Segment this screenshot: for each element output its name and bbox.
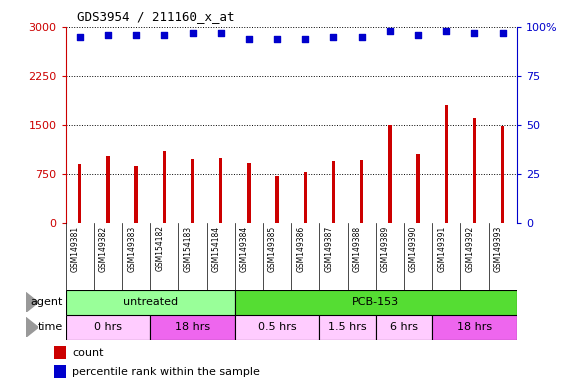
Text: GSM154182: GSM154182	[155, 225, 164, 271]
Text: GSM149384: GSM149384	[240, 225, 249, 271]
Bar	[247, 163, 251, 223]
Bar	[319, 315, 376, 340]
Text: GSM149393: GSM149393	[494, 225, 502, 272]
Point	[160, 31, 169, 38]
Text: 18 hrs: 18 hrs	[457, 322, 492, 333]
Bar	[191, 159, 194, 223]
Point	[103, 31, 112, 38]
Bar	[445, 105, 448, 223]
Text: agent: agent	[30, 297, 63, 308]
Polygon shape	[26, 293, 38, 313]
Bar	[66, 315, 150, 340]
Text: 18 hrs: 18 hrs	[175, 322, 210, 333]
Text: GSM149381: GSM149381	[71, 225, 80, 271]
Text: GSM149391: GSM149391	[437, 225, 447, 271]
Text: count: count	[73, 348, 104, 358]
Point	[272, 36, 282, 42]
Bar	[360, 160, 363, 223]
Bar	[304, 172, 307, 223]
Bar	[78, 164, 82, 223]
Text: 0 hrs: 0 hrs	[94, 322, 122, 333]
Text: 1.5 hrs: 1.5 hrs	[328, 322, 367, 333]
Bar	[66, 290, 235, 315]
Point	[470, 30, 479, 36]
Text: GSM149388: GSM149388	[353, 225, 361, 271]
Text: time: time	[38, 322, 63, 333]
Point	[301, 36, 310, 42]
Point	[244, 36, 254, 42]
Point	[188, 30, 197, 36]
Text: untreated: untreated	[123, 297, 178, 308]
Bar	[235, 290, 517, 315]
Bar	[163, 151, 166, 223]
Text: GSM154183: GSM154183	[183, 225, 192, 271]
Bar	[275, 176, 279, 223]
Text: GSM149382: GSM149382	[99, 225, 108, 271]
Text: percentile rank within the sample: percentile rank within the sample	[73, 367, 260, 377]
Bar	[501, 126, 504, 223]
Point	[498, 30, 507, 36]
Bar	[376, 315, 432, 340]
Text: GSM149390: GSM149390	[409, 225, 418, 272]
Text: 6 hrs: 6 hrs	[390, 322, 418, 333]
Bar	[235, 315, 319, 340]
Bar	[332, 161, 335, 223]
Bar	[54, 346, 66, 359]
Bar	[54, 365, 66, 378]
Bar	[150, 315, 235, 340]
Text: GSM149392: GSM149392	[465, 225, 475, 271]
Text: GSM149387: GSM149387	[324, 225, 333, 271]
Point	[75, 34, 85, 40]
Bar	[473, 118, 476, 223]
Point	[216, 30, 226, 36]
Text: 0.5 hrs: 0.5 hrs	[258, 322, 296, 333]
Bar	[134, 166, 138, 223]
Text: GSM149383: GSM149383	[127, 225, 136, 271]
Bar	[388, 125, 392, 223]
Point	[413, 31, 423, 38]
Bar	[432, 315, 517, 340]
Point	[357, 34, 366, 40]
Text: PCB-153: PCB-153	[352, 297, 399, 308]
Text: GSM149385: GSM149385	[268, 225, 277, 271]
Text: GDS3954 / 211160_x_at: GDS3954 / 211160_x_at	[77, 10, 235, 23]
Text: GSM149386: GSM149386	[296, 225, 305, 271]
Bar	[416, 154, 420, 223]
Bar	[106, 156, 110, 223]
Point	[329, 34, 338, 40]
Bar	[219, 158, 223, 223]
Text: GSM154184: GSM154184	[212, 225, 221, 271]
Text: GSM149389: GSM149389	[381, 225, 390, 271]
Point	[385, 28, 395, 34]
Polygon shape	[26, 317, 38, 337]
Point	[442, 28, 451, 34]
Point	[131, 31, 140, 38]
